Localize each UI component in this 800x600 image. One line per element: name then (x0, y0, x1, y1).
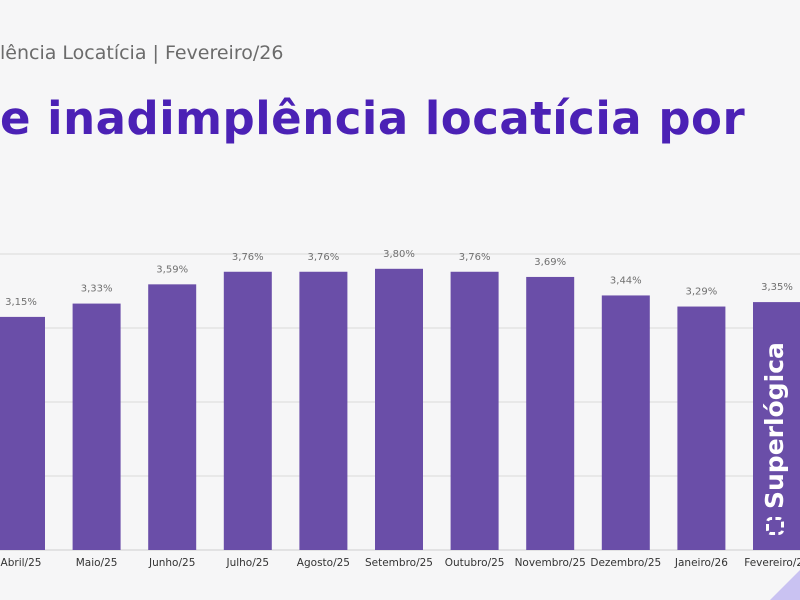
data-label: 3,33% (81, 284, 113, 295)
x-tick-label: Novembro/25 (515, 557, 586, 569)
x-tick-label: Fevereiro/26 (744, 557, 800, 569)
data-label: 3,29% (686, 287, 718, 298)
x-tick-label: Abril/25 (1, 557, 42, 569)
data-label: 3,35% (761, 282, 793, 293)
data-label: 3,76% (459, 252, 491, 263)
bar (677, 306, 726, 550)
subtitle: lência Locatícia | Fevereiro/26 (0, 42, 284, 64)
bar (375, 268, 423, 550)
data-label: 3,59% (156, 264, 188, 275)
bar (72, 303, 121, 550)
logo-text: Superlógica (760, 342, 789, 509)
bar (299, 271, 348, 550)
x-tick-label: Agosto/25 (297, 557, 350, 569)
x-tick-label: Julho/25 (225, 557, 269, 569)
corner-decoration (770, 570, 800, 600)
data-label: 3,44% (610, 275, 642, 286)
data-label: 3,76% (308, 252, 340, 263)
logo-icon (765, 517, 784, 535)
x-tick-label: Setembro/25 (365, 557, 433, 569)
bar (223, 271, 272, 550)
bar (0, 316, 45, 550)
page-title: e inadimplência locatícia por (0, 92, 746, 145)
bar (526, 276, 575, 550)
data-label: 3,76% (232, 252, 264, 263)
x-tick-label: Outubro/25 (445, 557, 505, 569)
bar (753, 302, 800, 550)
bar (601, 295, 650, 550)
x-tick-label: Junho/25 (148, 557, 195, 569)
data-label: 3,15% (5, 297, 37, 308)
bar (148, 284, 197, 550)
data-label: 3,80% (383, 249, 415, 260)
x-tick-label: Janeiro/26 (674, 557, 728, 569)
data-label: 3,69% (534, 257, 566, 268)
superlogica-logo: Superlógica (760, 342, 789, 535)
x-tick-label: Dezembro/25 (590, 557, 661, 569)
bar (450, 271, 499, 550)
x-tick-label: Maio/25 (76, 557, 118, 569)
